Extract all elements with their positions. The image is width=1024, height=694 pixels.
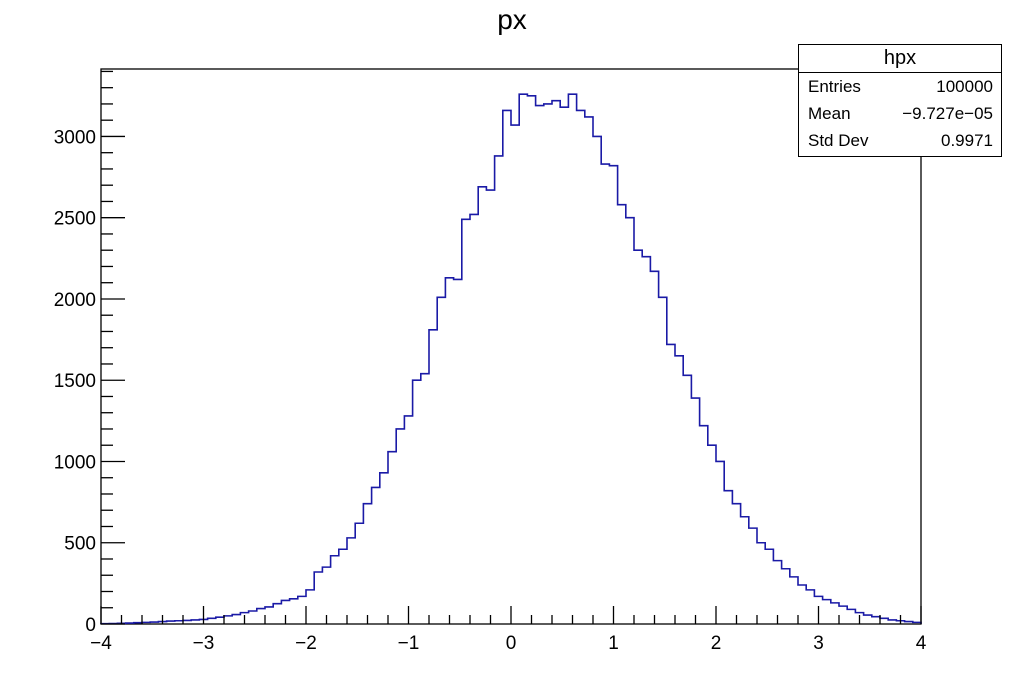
stats-value: 0.9971 [941,131,993,150]
stats-value: −9.727e−05 [902,104,993,123]
x-tick-label: 2 [711,633,722,654]
y-tick-label: 2500 [54,209,96,230]
x-tick-label: −4 [90,633,112,654]
chart-title: px [497,4,527,35]
x-tick-label: −1 [398,633,420,654]
y-tick-label: 3000 [54,127,96,148]
stats-value: 100000 [936,77,993,96]
y-tick-label: 1000 [54,452,96,473]
stats-label: Std Dev [808,131,869,150]
x-tick-label: 4 [916,633,927,654]
x-tick-label: 1 [608,633,619,654]
stats-box-title: hpx [799,45,1001,73]
stats-row-mean: Mean −9.727e−05 [799,100,1001,127]
stats-box: hpx Entries 100000 Mean −9.727e−05 Std D… [798,44,1002,157]
y-tick-label: 1500 [54,371,96,392]
stats-row-entries: Entries 100000 [799,73,1001,100]
histogram-line [100,93,922,625]
x-tick-label: −3 [193,633,215,654]
stats-row-stddev: Std Dev 0.9971 [799,127,1001,154]
stats-label: Mean [808,104,851,123]
stats-label: Entries [808,77,861,96]
y-tick-label: 500 [64,534,96,555]
y-tick-label: 2000 [54,290,96,311]
x-tick-label: 0 [506,633,517,654]
x-tick-label: −2 [295,633,317,654]
x-tick-label: 3 [813,633,824,654]
y-tick-label: 0 [85,615,96,636]
